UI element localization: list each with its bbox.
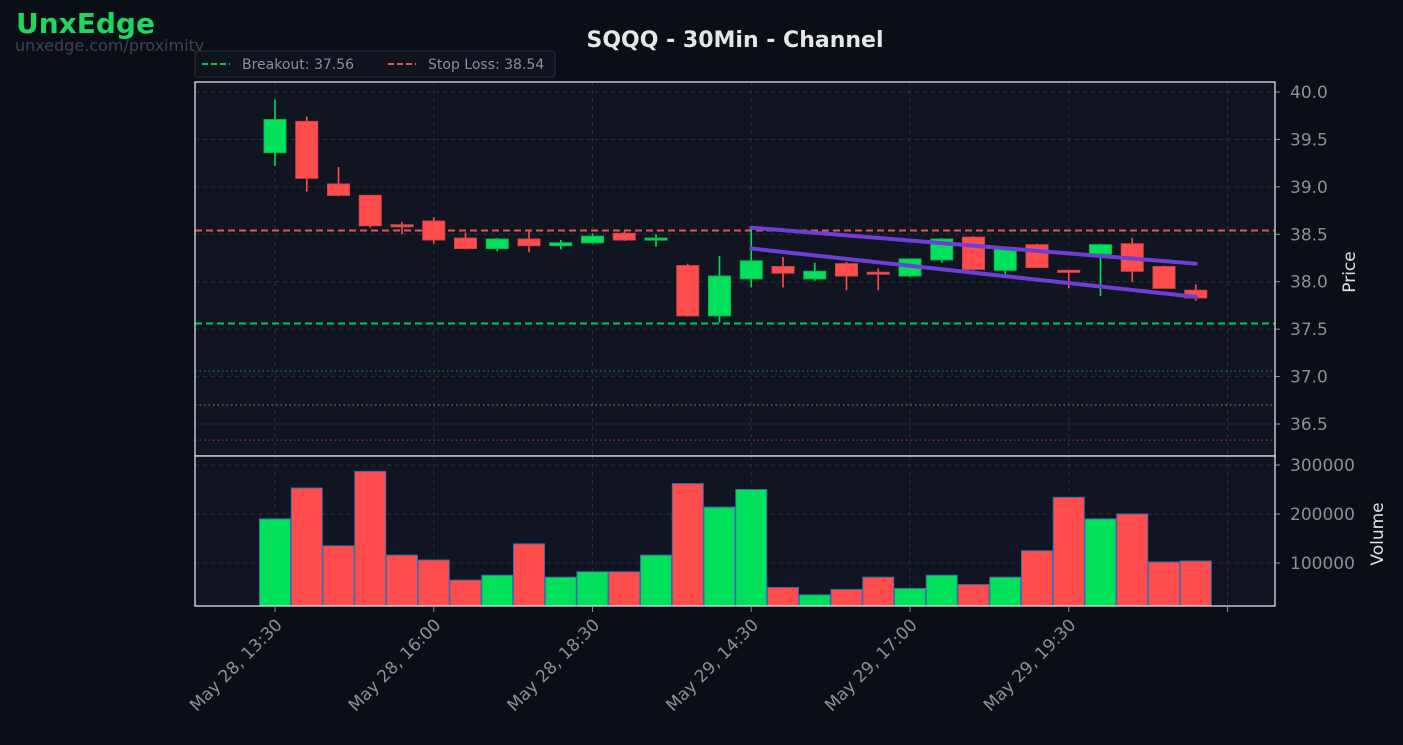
candle-body [581, 235, 604, 244]
x-tick-label: May 28, 16:00 [345, 615, 445, 715]
price-tick-label: 38.0 [1290, 273, 1328, 293]
candle-body [263, 119, 287, 154]
candle-body [1152, 266, 1176, 289]
x-tick-label: May 28, 13:30 [186, 615, 286, 715]
volume-bar [290, 487, 323, 607]
volume-bar [925, 574, 958, 607]
legend-entry: Stop Loss: 38.54 [428, 57, 544, 73]
volume-bar [259, 518, 291, 607]
x-tick-label: May 29, 17:00 [821, 615, 921, 715]
volume-bar [1084, 518, 1117, 607]
volume-tick-label: 100000 [1290, 554, 1355, 574]
price-tick-label: 37.5 [1290, 320, 1328, 340]
volume-bar [1148, 561, 1180, 607]
volume-panel-frame [194, 455, 1276, 607]
legend: Breakout: 37.56 Stop Loss: 38.54 [194, 50, 556, 78]
price-tick-label: 36.5 [1290, 415, 1328, 435]
candle-body [358, 194, 382, 227]
candle-body [295, 120, 319, 179]
volume-bar [322, 545, 355, 607]
candle-body [549, 242, 573, 247]
brand-url: unxedge.com/proximity [15, 36, 205, 55]
volume-bar [894, 587, 926, 607]
candle-body [739, 260, 763, 280]
volume-bar [862, 576, 895, 607]
candle-body [866, 271, 890, 275]
volume-bar [735, 489, 768, 607]
channel-upper-line [749, 225, 1198, 266]
price-tick-label: 39.5 [1290, 130, 1328, 150]
chart-title: SQQQ - 30Min - Channel [586, 28, 884, 53]
volume-bar [767, 587, 799, 607]
volume-bar [830, 588, 863, 607]
volume-bar [576, 571, 609, 607]
candle-body [1025, 244, 1049, 268]
price-tick-label: 37.0 [1290, 368, 1328, 388]
volume-bar [798, 594, 831, 607]
volume-bar [957, 584, 990, 607]
x-tick-label: May 28, 18:30 [504, 615, 604, 715]
price-tick-label: 40.0 [1290, 83, 1328, 103]
candle-body [771, 266, 795, 274]
candle-body [454, 237, 477, 250]
volume-bar [1021, 550, 1053, 607]
legend-box [194, 50, 556, 78]
legend-entry: Breakout: 37.56 [242, 57, 354, 73]
volume-bar [1052, 496, 1085, 607]
x-tick-label: May 29, 19:30 [980, 615, 1080, 715]
candle-body [327, 183, 350, 196]
price-panel-bg [195, 82, 1275, 456]
candle-body [835, 263, 858, 277]
volume-tick-label: 300000 [1290, 456, 1355, 476]
volume-panel: 100000 200000 300000 Volume [194, 455, 1388, 607]
candle-body [993, 247, 1017, 271]
volume-bar [608, 571, 641, 607]
candle-body [803, 270, 827, 280]
volume-bar [671, 483, 704, 607]
candle-body [644, 237, 668, 241]
volume-bar [703, 506, 736, 607]
volume-bar [989, 576, 1022, 607]
volume-bar [1116, 513, 1149, 607]
volume-bar [354, 470, 387, 607]
candle-body [390, 224, 414, 228]
candle-body [708, 275, 731, 317]
volume-axis-label: Volume [1368, 502, 1388, 565]
channel-lower-line [749, 246, 1198, 299]
volume-bar [417, 559, 450, 607]
candle-body [676, 265, 700, 317]
volume-bar [544, 576, 577, 607]
volume-bar [640, 554, 672, 607]
volume-bar [481, 574, 514, 607]
price-tick-label: 38.5 [1290, 225, 1328, 245]
candle-body [517, 238, 541, 247]
price-panel: 36.5 37.0 37.5 38.0 38.5 39.0 39.5 40.0 Price [194, 81, 1360, 457]
volume-tick-label: 200000 [1290, 505, 1355, 525]
candle-body [422, 220, 446, 241]
candle-body [485, 238, 509, 250]
candle-body [962, 236, 985, 270]
price-tick-label: 39.0 [1290, 178, 1328, 198]
price-axis-label: Price [1340, 251, 1360, 292]
candle-body [612, 232, 636, 241]
volume-bar [1179, 560, 1212, 607]
candle-body [1089, 244, 1112, 255]
brand-logo: UnxEdge [16, 7, 155, 40]
x-tick-label: May 29, 14:30 [662, 615, 762, 715]
x-axis: May 28, 13:30 May 28, 16:00 May 28, 18:30 M… [186, 606, 1228, 716]
volume-bar [449, 579, 482, 607]
candle-body [1057, 269, 1081, 273]
volume-bar [513, 543, 545, 607]
volume-bar [386, 554, 418, 607]
